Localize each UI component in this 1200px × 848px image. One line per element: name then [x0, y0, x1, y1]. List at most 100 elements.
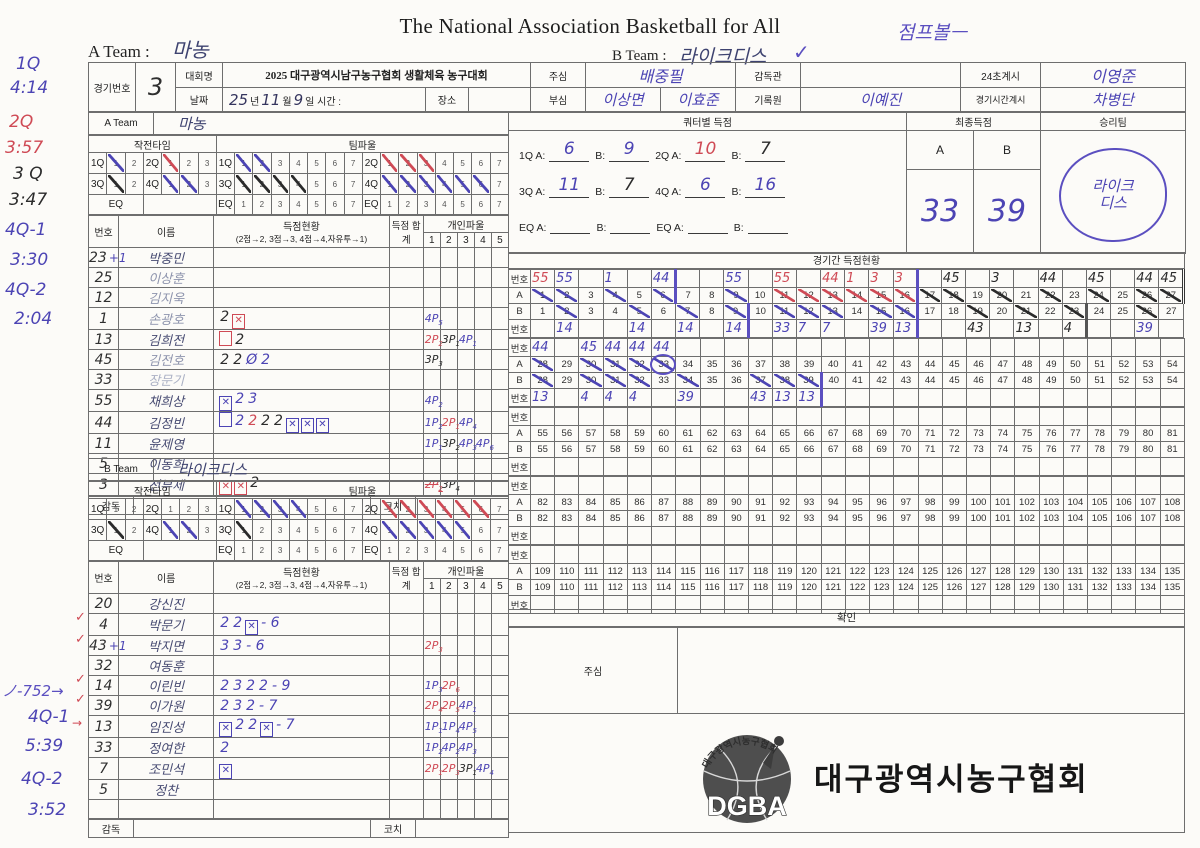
- player-score-marks: 2: [213, 329, 390, 350]
- teamfoul-cell: 7: [343, 194, 363, 215]
- running-score-cell-b: 12: [795, 303, 822, 320]
- teamfoul-cell: 7: [343, 173, 363, 195]
- player-name: 박문기: [118, 613, 215, 636]
- running-score-cell-b: 101: [990, 510, 1016, 527]
- running-score-cell-a: 123: [869, 563, 895, 580]
- teamfoul-cell: 1: [233, 540, 254, 561]
- score-digit-mark: 2: [235, 717, 245, 733]
- running-score-cell-a: 57: [578, 425, 604, 442]
- scorer-number-cell-a: [772, 545, 798, 564]
- tally-slash-mark: [108, 521, 124, 539]
- margin-note: 4Q-1: [28, 707, 70, 727]
- running-score-cell-b: 63: [723, 441, 749, 458]
- teamfoul-quarter-label: 1Q: [215, 152, 236, 174]
- quarter-score-label: 4Q A:: [655, 186, 682, 198]
- a-team-name: 마농: [172, 38, 209, 62]
- running-score-cell-b: 29: [554, 372, 580, 389]
- scorer-number-cell-a: [651, 407, 677, 426]
- player-name: 강신진: [118, 593, 215, 614]
- teamfoul-cell: 5: [306, 498, 327, 520]
- player-name: 정찬: [118, 779, 215, 800]
- tally-slash-mark: [991, 289, 1013, 302]
- teamfoul-cell: 5: [452, 519, 473, 541]
- personal-foul-cell: 2P1: [422, 757, 443, 780]
- scorer-number-cell-a: [554, 545, 580, 564]
- tally-slash-mark: [773, 289, 795, 302]
- running-score-cell-a: 4: [602, 287, 628, 304]
- scorer-number-cell-a: [1111, 407, 1137, 426]
- running-score-cell-b: 15: [868, 303, 894, 320]
- signature-referee-label: 주심: [508, 627, 678, 714]
- tally-slash-mark: [400, 521, 416, 539]
- scorer-number-cell-b: [820, 388, 846, 407]
- running-score-cell-a: 20: [989, 287, 1015, 304]
- running-score-cell-a: 29: [554, 356, 580, 373]
- player-number: 20: [87, 593, 120, 614]
- personal-foul-cell: [439, 369, 458, 390]
- timeout-cell: 2: [179, 498, 199, 520]
- running-score-cell-b: 110: [554, 579, 580, 596]
- running-score-cell-b: 6: [650, 303, 677, 320]
- tally-slash-mark: [418, 500, 434, 518]
- score-digit-mark: 2: [246, 677, 256, 694]
- teamfoul-cell: 1: [379, 194, 400, 215]
- tally-slash-mark: [604, 374, 626, 387]
- running-score-cell-a: 112: [602, 563, 628, 580]
- scorer-number-cell-a: [1087, 407, 1113, 426]
- tally-slash-mark: [797, 305, 820, 318]
- scorer-number-cell-b: [844, 526, 871, 545]
- scorer-number-cell-a: [990, 545, 1016, 564]
- running-score-cell-b: 23: [1061, 303, 1088, 320]
- running-score-cell-a: 99: [941, 494, 967, 511]
- running-score-cell-a: 10: [747, 287, 773, 304]
- running-score-cell-a: 9: [723, 287, 749, 304]
- quarter-score-label: 2Q A:: [655, 150, 682, 162]
- tally-slash-mark: [894, 289, 915, 302]
- personal-foul-cell: [473, 369, 492, 390]
- running-number-row-label: 번호: [508, 319, 531, 338]
- scorer-number-cell-b: [1014, 457, 1040, 476]
- running-score-cell-a: 114: [651, 563, 677, 580]
- scorer-number-cell-a: [529, 407, 556, 426]
- personal-foul-cell: 2P3: [439, 757, 460, 780]
- player-number: 5: [87, 779, 120, 800]
- running-score-cell-b: 32: [626, 372, 653, 389]
- player-number: 11: [87, 433, 120, 454]
- scorer-number-cell-a: 45: [940, 269, 967, 288]
- player-name: 박지면: [118, 635, 215, 656]
- running-score-cell-b: 106: [1111, 510, 1137, 527]
- score-digit-mark: 2: [233, 615, 243, 631]
- tally-slash-mark: [1160, 289, 1181, 302]
- tally-slash-mark: [473, 500, 489, 518]
- teamfoul-cell: 7: [343, 152, 363, 174]
- running-score-cell-a: 48: [1014, 356, 1040, 373]
- player-score-marks: 2: [213, 737, 390, 758]
- scorer-number-cell-a: [723, 545, 749, 564]
- teamfoul-cell: 7: [489, 173, 509, 195]
- scorer-number-cell-a: [1110, 269, 1136, 288]
- running-score-cell-b: 58: [602, 441, 628, 458]
- running-score-cell-a: 14: [844, 287, 870, 304]
- personal-foul-cell: [490, 695, 510, 716]
- personal-foul-cell: [456, 389, 475, 412]
- running-score-cell-b: 120: [796, 579, 822, 596]
- teamfoul-cell: 7: [489, 498, 509, 520]
- scorer-number-cell-a: [795, 269, 822, 288]
- scorer-number-cell-a: [554, 476, 580, 495]
- running-score-cell-b: 33: [651, 372, 677, 389]
- scorer-number-cell-b: 13: [529, 388, 556, 407]
- margin-note: 3:30: [10, 250, 49, 270]
- winner-line2: 디스: [1099, 194, 1127, 212]
- scorer-number-cell-b: [529, 457, 556, 476]
- score-digit-mark: - 7: [259, 697, 278, 714]
- teamfoul-cell: 7: [489, 540, 509, 561]
- running-score-cell-a: 34: [675, 356, 701, 373]
- running-score-cell-b: 82: [529, 510, 556, 527]
- quarter-score-line: 3Q A: 11 B: 7 4Q A: 6 B: 16: [519, 175, 902, 198]
- col-header-name: 이름: [118, 561, 215, 594]
- scorer-number-cell-a: [1111, 545, 1137, 564]
- personal-foul-cell: [422, 613, 441, 636]
- teamfoul-cell: 2: [252, 519, 272, 541]
- personal-foul-cell: [422, 799, 441, 819]
- running-b-row-label: B: [508, 303, 531, 320]
